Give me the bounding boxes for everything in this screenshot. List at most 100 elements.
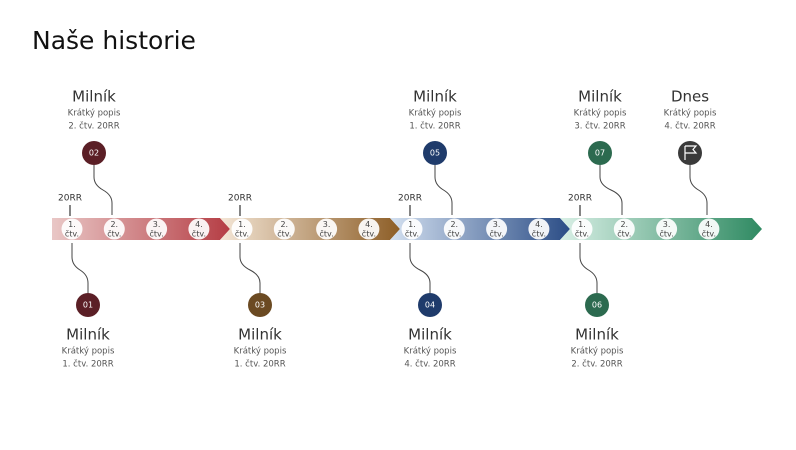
- quarter-unit: čtv.: [319, 229, 333, 239]
- milestone-title: Milník: [66, 326, 110, 344]
- quarter-number: 2.: [620, 220, 628, 229]
- quarter-unit: čtv.: [405, 229, 419, 239]
- year-label: 20RR: [398, 194, 422, 204]
- quarter-marker: [528, 218, 550, 240]
- quarter-number: 1.: [408, 220, 416, 229]
- quarter-unit: čtv.: [575, 229, 589, 239]
- quarter-unit: čtv.: [489, 229, 503, 239]
- timeline-segment: [52, 218, 230, 240]
- milestone-marker: [423, 141, 447, 165]
- milestone-date: 1. čtv. 20RR: [62, 359, 113, 370]
- milestone-number: 02: [89, 149, 99, 158]
- milestone-title: Dnes: [671, 88, 709, 106]
- timeline-segment: [390, 218, 570, 240]
- milestone-marker: [248, 293, 272, 317]
- milestone-number: 07: [595, 149, 605, 158]
- quarter-marker: [613, 218, 635, 240]
- milestone-number: 01: [83, 301, 93, 310]
- milestone-number: 04: [425, 301, 435, 310]
- quarter-number: 4.: [535, 220, 543, 229]
- milestone-marker: [418, 293, 442, 317]
- milestone-description: Krátký popis: [68, 109, 121, 119]
- connector: [93, 165, 113, 215]
- quarter-number: 4.: [365, 220, 373, 229]
- connector: [239, 243, 261, 293]
- quarter-marker: [571, 218, 593, 240]
- milestone-description: Krátký popis: [571, 347, 624, 357]
- quarter-marker: [103, 218, 125, 240]
- connector: [409, 243, 431, 293]
- quarter-unit: čtv.: [277, 229, 291, 239]
- year-label: 20RR: [58, 194, 82, 204]
- timeline-segment: [220, 218, 400, 240]
- quarter-marker: [401, 218, 423, 240]
- quarter-marker: [316, 218, 338, 240]
- milestone-date: 3. čtv. 20RR: [574, 121, 625, 132]
- connector: [689, 165, 708, 215]
- milestone-title: Milník: [72, 88, 116, 106]
- milestone-marker: [82, 141, 106, 165]
- milestone-description: Krátký popis: [62, 347, 115, 357]
- quarter-marker: [486, 218, 508, 240]
- quarter-unit: čtv.: [149, 229, 163, 239]
- quarter-unit: čtv.: [362, 229, 376, 239]
- quarter-number: 1.: [578, 220, 586, 229]
- quarter-number: 3.: [663, 220, 671, 229]
- milestone-title: Milník: [578, 88, 622, 106]
- quarter-marker: [188, 218, 210, 240]
- milestone-marker: [588, 141, 612, 165]
- connector: [599, 165, 623, 215]
- quarter-marker: [358, 218, 380, 240]
- milestone-description: Krátký popis: [664, 109, 717, 119]
- title: Naše historie: [32, 26, 196, 55]
- connector: [434, 165, 453, 215]
- quarter-marker: [231, 218, 253, 240]
- quarter-marker: [698, 218, 720, 240]
- quarter-unit: čtv.: [65, 229, 79, 239]
- milestone-marker: [76, 293, 100, 317]
- milestone-date: 2. čtv. 20RR: [68, 121, 119, 132]
- quarter-number: 4.: [705, 220, 713, 229]
- milestone-date: 1. čtv. 20RR: [409, 121, 460, 132]
- quarter-marker: [61, 218, 83, 240]
- quarter-unit: čtv.: [447, 229, 461, 239]
- quarter-number: 1.: [68, 220, 76, 229]
- quarter-number: 2.: [110, 220, 118, 229]
- quarter-unit: čtv.: [659, 229, 673, 239]
- milestone-description: Krátký popis: [409, 109, 462, 119]
- milestone-title: Milník: [238, 326, 282, 344]
- milestone-title: Milník: [575, 326, 619, 344]
- milestone-date: 1. čtv. 20RR: [234, 359, 285, 370]
- quarter-number: 3.: [493, 220, 501, 229]
- milestone-number: 03: [255, 301, 265, 310]
- quarter-marker: [656, 218, 678, 240]
- flag-icon: [678, 141, 702, 165]
- milestone-date: 2. čtv. 20RR: [571, 359, 622, 370]
- milestone-marker: [585, 293, 609, 317]
- quarter-number: 4.: [195, 220, 203, 229]
- year-label: 20RR: [568, 194, 592, 204]
- quarter-unit: čtv.: [235, 229, 249, 239]
- quarter-number: 2.: [280, 220, 288, 229]
- milestone-description: Krátký popis: [574, 109, 627, 119]
- milestone-date: 4. čtv. 20RR: [664, 121, 715, 132]
- quarter-unit: čtv.: [532, 229, 546, 239]
- quarter-marker: [146, 218, 168, 240]
- quarter-unit: čtv.: [617, 229, 631, 239]
- milestone-title: Milník: [408, 326, 452, 344]
- milestone-number: 06: [592, 301, 602, 310]
- quarter-marker: [273, 218, 295, 240]
- quarter-marker: [443, 218, 465, 240]
- milestone-title: Milník: [413, 88, 457, 106]
- connector: [579, 243, 598, 293]
- connector: [71, 243, 89, 293]
- quarter-number: 1.: [238, 220, 246, 229]
- milestone-description: Krátký popis: [404, 347, 457, 357]
- year-label: 20RR: [228, 194, 252, 204]
- quarter-number: 3.: [323, 220, 331, 229]
- milestone-date: 4. čtv. 20RR: [404, 359, 455, 370]
- milestone-description: Krátký popis: [234, 347, 287, 357]
- quarter-unit: čtv.: [192, 229, 206, 239]
- quarter-number: 3.: [153, 220, 161, 229]
